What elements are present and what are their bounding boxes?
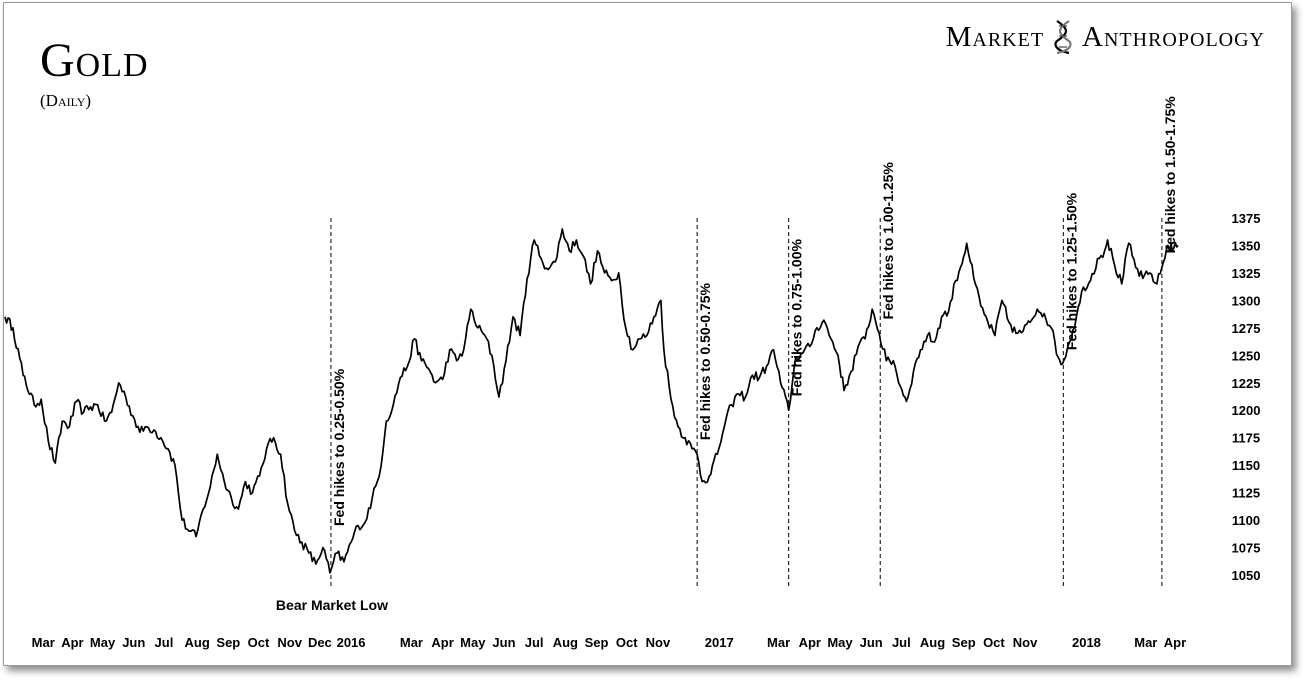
fed-hike-label-6: Fed hikes to 1.50-1.75% xyxy=(1162,96,1178,254)
y-tick-label: 1050 xyxy=(1232,568,1261,583)
fed-hike-label-4: Fed hikes to 1.00-1.25% xyxy=(880,162,896,320)
annotation-labels: Bear Market Low Fed hikes to 0.25-0.50% Fe… xyxy=(276,96,1178,613)
x-tick-label: Jun xyxy=(492,635,515,650)
x-tick-label: May xyxy=(827,635,853,650)
x-tick-label: Aug xyxy=(553,635,578,650)
fed-hike-label-2: Fed hikes to 0.50-0.75% xyxy=(697,282,713,440)
x-tick-label: Oct xyxy=(983,635,1005,650)
x-tick-label: Jul xyxy=(892,635,911,650)
fed-hike-lines xyxy=(330,217,1163,586)
x-tick-label: Jun xyxy=(122,635,145,650)
brand-logo: Market Anthropology xyxy=(946,19,1265,55)
x-tick-label: Jul xyxy=(525,635,544,650)
x-tick-label: Dec xyxy=(308,635,332,650)
y-tick-label: 1300 xyxy=(1232,293,1261,308)
brand-word-right: Anthropology xyxy=(1082,20,1265,53)
x-tick-label: Sep xyxy=(585,635,609,650)
y-tick-label: 1225 xyxy=(1232,376,1261,391)
x-tick-label: Apr xyxy=(1164,635,1186,650)
x-tick-label: Nov xyxy=(646,635,671,650)
x-tick-label: Apr xyxy=(799,635,821,650)
x-tick-label: Apr xyxy=(61,635,83,650)
chart-title: Gold xyxy=(40,34,149,87)
x-tick-label: Sep xyxy=(216,635,240,650)
x-tick-label: Oct xyxy=(616,635,638,650)
x-tick-label: Sep xyxy=(952,635,976,650)
y-axis-ticks: 1050 1075 1100 1125 1150 1175 1200 1225 1250 1275… xyxy=(1232,211,1261,583)
fed-hike-label-1: Fed hikes to 0.25-0.50% xyxy=(331,368,347,526)
dna-helix-icon xyxy=(1054,20,1072,55)
price-series xyxy=(4,228,1179,574)
x-tick-label: 2016 xyxy=(337,635,366,650)
x-tick-label: Mar xyxy=(32,635,55,650)
x-tick-label: Mar xyxy=(767,635,790,650)
x-tick-label: Jul xyxy=(155,635,174,650)
fed-hike-label-5: Fed hikes to 1.25-1.50% xyxy=(1063,192,1079,350)
y-tick-label: 1250 xyxy=(1232,348,1261,363)
y-tick-label: 1075 xyxy=(1232,541,1261,556)
x-tick-label: 2018 xyxy=(1072,635,1101,650)
x-tick-label: Aug xyxy=(920,635,945,650)
y-tick-label: 1375 xyxy=(1232,211,1261,226)
y-tick-label: 1125 xyxy=(1232,486,1260,501)
y-tick-label: 1200 xyxy=(1232,403,1261,418)
x-tick-label: Jun xyxy=(860,635,883,650)
y-tick-label: 1100 xyxy=(1232,513,1260,528)
x-tick-label: Nov xyxy=(277,635,302,650)
x-tick-label: May xyxy=(90,635,116,650)
x-tick-label: Mar xyxy=(1134,635,1157,650)
x-tick-label: Apr xyxy=(431,635,453,650)
x-tick-label: 2017 xyxy=(705,635,734,650)
fed-hike-label-3: Fed hikes to 0.75-1.00% xyxy=(789,239,805,397)
y-tick-label: 1175 xyxy=(1232,431,1260,446)
gold-price-line xyxy=(4,228,1179,574)
x-tick-label: Mar xyxy=(400,635,423,650)
y-tick-label: 1350 xyxy=(1232,238,1261,253)
x-tick-label: Nov xyxy=(1013,635,1038,650)
x-tick-label: Aug xyxy=(185,635,210,650)
x-axis-ticks: Mar Apr May Jun Jul Aug Sep Oct Nov Dec 2016 Mar Apr… xyxy=(32,635,1187,650)
y-tick-label: 1325 xyxy=(1232,266,1261,281)
bear-market-low-label: Bear Market Low xyxy=(276,597,388,613)
y-tick-label: 1150 xyxy=(1232,458,1260,473)
y-tick-label: 1275 xyxy=(1232,321,1261,336)
brand-word-left: Market xyxy=(945,20,1045,53)
x-tick-label: May xyxy=(460,635,486,650)
chart-subtitle: (Daily) xyxy=(40,91,92,110)
x-tick-label: Oct xyxy=(248,635,270,650)
